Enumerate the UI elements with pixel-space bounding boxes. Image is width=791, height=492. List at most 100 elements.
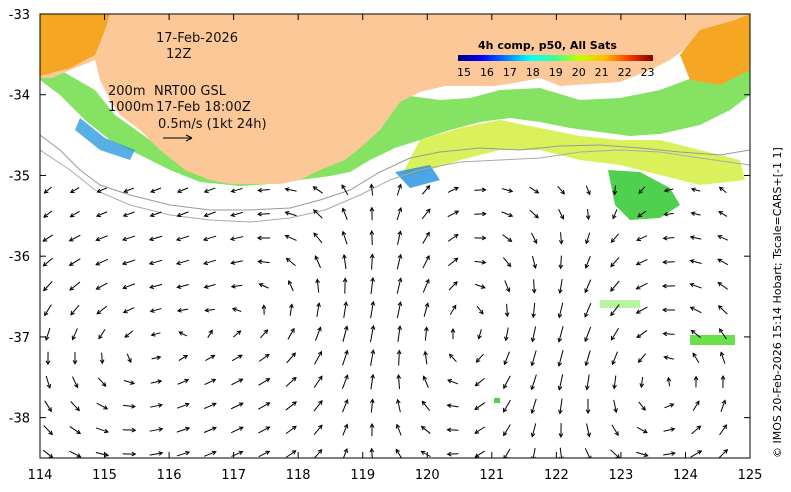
current-arrow <box>72 328 78 340</box>
current-arrow-head <box>291 376 297 382</box>
current-arrow-head <box>448 353 454 359</box>
current-arrow <box>531 350 537 366</box>
current-arrow <box>476 305 484 315</box>
current-arrow <box>476 353 484 363</box>
current-arrow-head <box>258 283 264 288</box>
current-arrow <box>44 400 52 412</box>
current-arrow <box>529 186 539 194</box>
current-arrow-head <box>534 213 539 219</box>
current-arrow <box>396 278 402 294</box>
isobath-200m <box>40 134 750 211</box>
current-arrow-head <box>211 426 217 431</box>
current-arrow-head <box>718 186 724 192</box>
current-arrow <box>614 185 616 195</box>
current-arrow <box>558 326 564 342</box>
current-arrow-head <box>230 212 236 218</box>
current-arrow <box>370 399 374 413</box>
current-arrow-head <box>261 304 267 310</box>
sst-speck-3 <box>494 398 500 403</box>
current-arrow-head <box>43 286 48 292</box>
current-arrow-head <box>611 360 616 366</box>
current-arrow-head <box>558 264 564 270</box>
current-arrow-head <box>690 211 696 216</box>
current-arrow-head <box>176 284 182 289</box>
current-arrow-head <box>479 309 484 315</box>
current-arrow-head <box>610 335 616 341</box>
current-arrow <box>531 326 537 342</box>
current-arrow <box>259 283 269 289</box>
current-arrow <box>203 402 217 410</box>
current-arrow <box>396 207 402 221</box>
current-arrow-head <box>636 236 642 242</box>
current-arrow-head <box>150 332 156 337</box>
current-arrow-head <box>312 186 318 191</box>
current-arrow-head <box>290 327 295 333</box>
current-arrow <box>396 424 402 436</box>
current-arrow <box>663 452 675 456</box>
current-arrow <box>584 279 592 293</box>
current-arrow <box>474 283 486 289</box>
current-arrow <box>123 379 135 385</box>
current-arrow-head <box>285 257 291 263</box>
current-arrow-head <box>475 358 481 363</box>
scale-arrow <box>163 134 193 142</box>
current-arrow-head <box>585 385 590 391</box>
current-arrow <box>96 305 108 315</box>
current-arrow <box>719 186 727 194</box>
current-arrow <box>501 188 513 192</box>
current-arrow-head <box>317 326 322 332</box>
current-arrow <box>610 257 620 267</box>
current-arrow <box>502 234 512 242</box>
current-arrow-head <box>157 379 163 384</box>
current-arrow <box>421 185 431 195</box>
current-arrow-head <box>204 307 210 313</box>
current-arrow-head <box>318 375 323 381</box>
current-arrow-head <box>130 380 136 385</box>
current-arrow-head <box>421 400 427 406</box>
current-arrow-head <box>643 452 649 458</box>
lon-tick-label: 124 <box>673 468 698 483</box>
current-arrow <box>149 404 163 408</box>
current-arrow <box>501 211 513 217</box>
current-arrow-head <box>503 360 508 366</box>
current-arrow <box>70 187 80 193</box>
depth-200-label: 200m <box>108 84 145 99</box>
current-arrow-head <box>557 313 563 319</box>
current-arrow-head <box>397 325 402 331</box>
colorbar-tick-label: 16 <box>480 66 494 79</box>
current-arrow-head <box>638 189 644 195</box>
sst-speck <box>690 335 735 345</box>
colorbar-tick-label: 18 <box>526 66 540 79</box>
current-arrow <box>560 255 562 269</box>
current-arrow-head <box>343 423 349 429</box>
current-arrow-head <box>530 409 536 415</box>
current-arrow-head <box>69 286 75 291</box>
current-arrow-head <box>150 188 156 193</box>
current-arrow <box>690 306 702 314</box>
lon-tick-label: 114 <box>28 468 53 483</box>
current-arrow-head <box>69 212 75 218</box>
current-arrow <box>289 304 293 316</box>
current-arrow <box>502 257 512 267</box>
current-arrow-head <box>507 237 513 242</box>
current-arrow-head <box>237 354 243 359</box>
current-arrow-head <box>508 188 514 193</box>
current-arrow-head <box>584 263 590 269</box>
current-arrow-head <box>317 449 323 454</box>
current-arrow <box>558 349 564 367</box>
current-arrow <box>531 398 537 414</box>
current-arrow-head <box>122 284 128 290</box>
current-arrow-head <box>719 351 725 357</box>
current-arrow <box>447 210 459 218</box>
current-arrow-head <box>717 235 723 240</box>
current-arrow <box>532 447 536 458</box>
current-arrow <box>503 424 511 436</box>
current-arrow-head <box>203 284 209 289</box>
current-arrow-head <box>670 427 676 432</box>
current-arrow <box>449 305 457 315</box>
current-arrow <box>123 307 135 313</box>
current-arrow <box>313 232 323 244</box>
current-arrow <box>610 280 620 292</box>
current-arrow <box>258 450 270 458</box>
current-arrow <box>123 211 135 217</box>
